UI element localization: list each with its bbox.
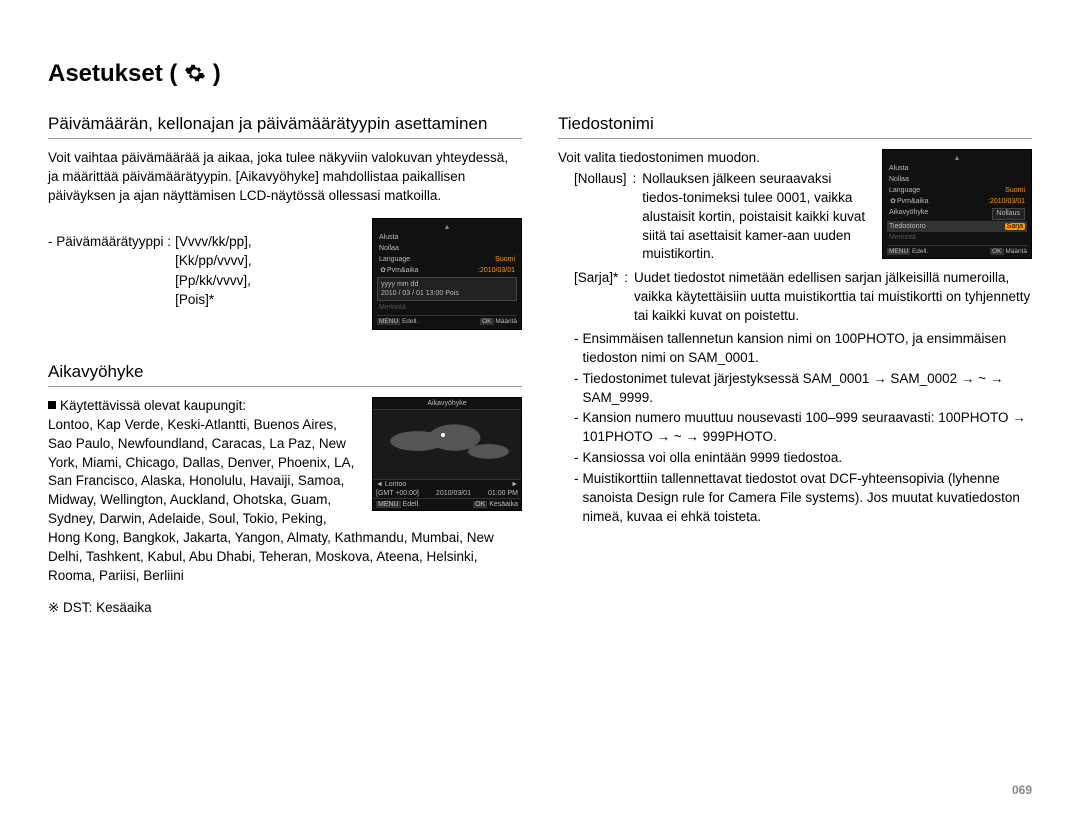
camera-screenshot-timezone: Aikavyöhyke ◄ Lontoo► [GMT +00:00] 2010/… [372, 397, 522, 511]
map-time: 01:00 PM [488, 490, 518, 497]
menu-item: Language [889, 186, 920, 195]
footer-label: Kesäaika [489, 501, 518, 508]
dst-note: ※ DST: Kesäaika [48, 600, 522, 616]
def-separator: : [633, 170, 643, 264]
menu-item: Alusta [889, 164, 908, 173]
gear-icon [184, 62, 206, 84]
date-type-value: [Kk/pp/vvvv], [175, 251, 252, 271]
footer-label: Edell. [912, 248, 928, 255]
menu-value: Suomi [1005, 186, 1025, 195]
date-type-label: - Päivämäärätyyppi : [48, 232, 171, 310]
right-column: Tiedostonimi ▲ Alusta Nollaa LanguageSuo… [558, 106, 1032, 616]
filename-notes-list: -Ensimmäisen tallennetun kansion nimi on… [574, 330, 1032, 527]
date-type-value: [Pp/kk/vvvv], [175, 271, 252, 291]
menu-item: Nollaa [379, 244, 399, 253]
list-item: -Kansion numero muuttuu nousevasti 100–9… [574, 409, 1032, 447]
list-item: -Tiedostonimet tulevat järjestyksessä SA… [574, 370, 1032, 408]
menu-value: Suomi [495, 255, 515, 264]
map-city: Lontoo [385, 481, 406, 488]
square-bullet-icon [48, 401, 56, 409]
def-key: [Sarja]* [574, 269, 624, 326]
def-key: [Nollaus] [574, 170, 633, 264]
menu-item: Merkintä [889, 233, 916, 242]
page-number: 069 [1012, 783, 1032, 797]
map-gmt: [GMT +00:00] [376, 490, 419, 497]
menu-value: :2010/03/01 [988, 197, 1025, 206]
date-format-row: yyyy mm dd [381, 280, 513, 289]
footer-label: Edell. [403, 501, 421, 508]
menu-item: Nollaa [889, 175, 909, 184]
option-value: Nollaus [992, 208, 1025, 219]
map-title: Aikavyöhyke [373, 398, 521, 410]
definition-sarja: [Sarja]* : Uudet tiedostot nimetään edel… [574, 269, 1032, 326]
menu-item: Language [379, 255, 410, 264]
map-date: 2010/03/01 [436, 490, 471, 497]
section-heading-datetime: Päivämäärän, kellonajan ja päivämäärätyy… [48, 114, 522, 139]
def-value: Uudet tiedostot nimetään edellisen sarja… [634, 269, 1032, 326]
camera-screenshot-datetime: ▲ Alusta Nollaa LanguageSuomi ✿Pvm&aika:… [372, 218, 522, 330]
cities-label: Käytettävissä olevat kaupungit: [60, 398, 246, 413]
datetime-paragraph: Voit vaihtaa päivämäärää ja aikaa, joka … [48, 149, 522, 206]
menu-value: :2010/03/01 [478, 266, 515, 275]
title-prefix: Asetukset ( [48, 60, 184, 87]
list-item: -Muistikorttiin tallennettavat tiedostot… [574, 470, 1032, 527]
def-value: Nollauksen jälkeen seuraavaksi tiedos-to… [642, 170, 870, 264]
menu-item: Pvm&aika [387, 267, 419, 274]
list-item: -Kansiossa voi olla enintään 9999 tiedos… [574, 449, 1032, 468]
camera-screenshot-filename: ▲ Alusta Nollaa LanguageSuomi ✿Pvm&aika:… [882, 149, 1032, 259]
left-column: Päivämäärän, kellonajan ja päivämäärätyy… [48, 106, 522, 616]
menu-item-selected: Tiedostonro [889, 222, 926, 231]
footer-label: Edell. [402, 318, 418, 325]
menu-item: Alusta [379, 233, 398, 242]
def-separator: : [624, 269, 634, 326]
date-value-row: 2010 / 03 / 01 13:00 Pois [381, 289, 513, 298]
section-heading-timezone: Aikavyöhyke [48, 362, 522, 387]
option-selected: Sarja [1005, 223, 1025, 230]
title-suffix: ) [213, 60, 221, 87]
menu-item: Aikavyöhyke [889, 208, 928, 219]
list-item: -Ensimmäisen tallennetun kansion nimi on… [574, 330, 1032, 368]
date-type-value: [Vvvv/kk/pp], [175, 232, 252, 252]
menu-item: Pvm&aika [897, 198, 929, 205]
content-columns: Päivämäärän, kellonajan ja päivämäärätyy… [48, 106, 1032, 616]
footer-label: Määritä [495, 318, 517, 325]
date-type-value: [Pois]* [175, 290, 252, 310]
menu-item: Merkintä [379, 303, 406, 312]
footer-label: Määritä [1005, 248, 1027, 255]
section-heading-filename: Tiedostonimi [558, 114, 1032, 139]
page-title: Asetukset ( ) [48, 60, 1032, 88]
definition-nollaus: [Nollaus] : Nollauksen jälkeen seuraavak… [574, 170, 870, 264]
